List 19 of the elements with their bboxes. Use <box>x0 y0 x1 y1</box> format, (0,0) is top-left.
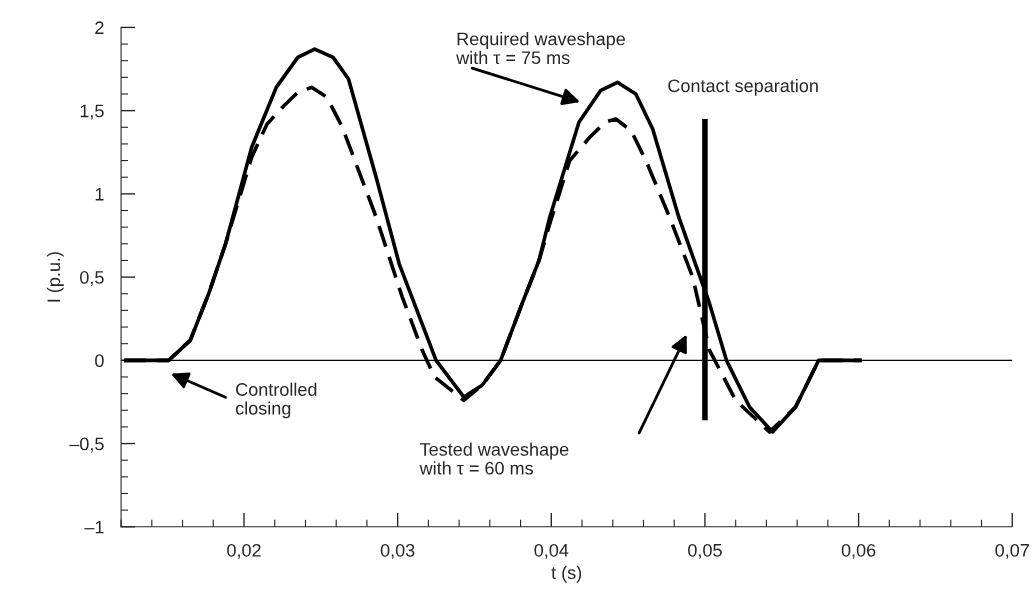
x-tick-label: 0,02 <box>227 543 261 559</box>
annotation: Tested waveshape with τ = 60 ms <box>419 442 569 475</box>
annotation: Contact separation <box>668 78 818 96</box>
y-tick-label: –0,5 <box>69 437 104 453</box>
y-tick-label: 0 <box>95 354 104 368</box>
y-tick-label: –1 <box>84 520 104 534</box>
annotation: Controlled closing <box>235 382 317 419</box>
x-tick-label: 0,04 <box>534 543 569 559</box>
y-tick-label: 2 <box>95 21 104 34</box>
y-axis-title: I (p.u.) <box>46 252 64 302</box>
x-tick-label: 0,06 <box>841 543 876 559</box>
x-tick-label: 0,03 <box>380 543 415 559</box>
annotation: Required waveshape with τ = 75 ms <box>456 32 625 65</box>
x-axis-title: t (s) <box>551 565 582 583</box>
x-tick-label: 0,07 <box>995 543 1029 559</box>
y-tick-label: 1 <box>95 187 104 201</box>
x-tick-label: 0,05 <box>688 543 722 559</box>
y-tick-label: 1,5 <box>80 104 104 120</box>
y-tick-label: 0,5 <box>80 271 104 286</box>
